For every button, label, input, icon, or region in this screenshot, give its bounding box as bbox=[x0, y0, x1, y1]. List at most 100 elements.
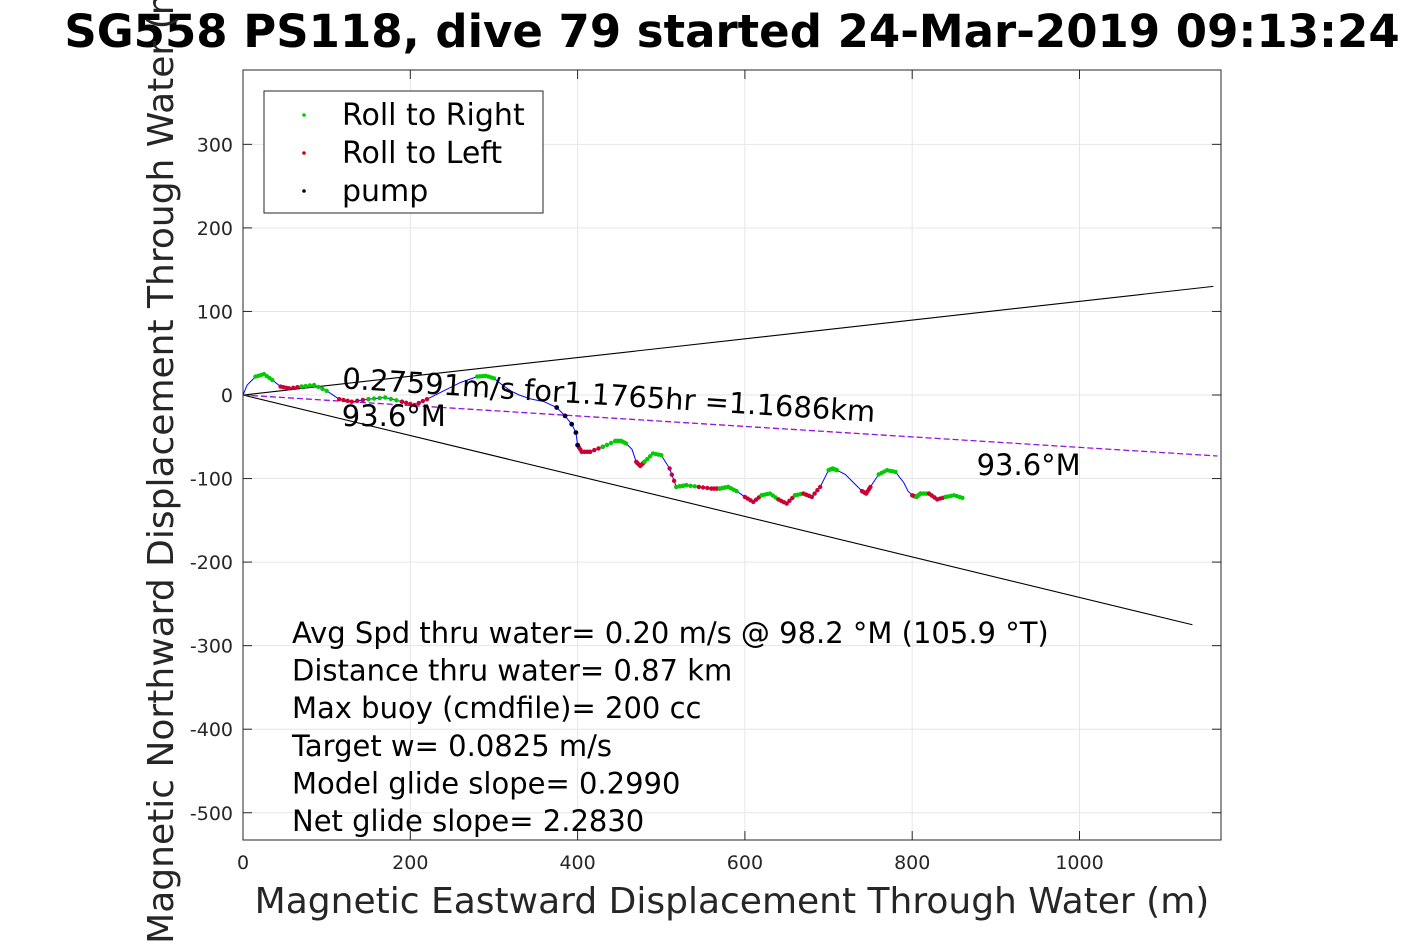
roll-right-marker bbox=[677, 484, 682, 489]
x-axis-label: Magnetic Eastward Displacement Through W… bbox=[255, 881, 1210, 922]
legend-marker-roll-right bbox=[302, 113, 306, 117]
legend-box bbox=[263, 90, 544, 214]
roll-left-marker bbox=[337, 397, 342, 402]
roll-left-marker bbox=[412, 402, 417, 408]
roll-left-marker bbox=[360, 397, 366, 403]
roll-left-marker bbox=[667, 466, 672, 471]
roll-right-marker bbox=[491, 376, 497, 381]
roll-right-marker bbox=[645, 456, 650, 462]
roll-left-marker bbox=[784, 501, 789, 506]
roll-right-marker bbox=[688, 483, 693, 488]
roll-left-marker bbox=[345, 398, 350, 403]
x-tick-label: 200 bbox=[392, 852, 428, 874]
roll-left-marker bbox=[815, 488, 820, 493]
roll-right-marker bbox=[960, 495, 965, 500]
roll-left-marker bbox=[420, 398, 425, 404]
reference-lines bbox=[242, 285, 1218, 626]
roll-left-marker bbox=[700, 485, 706, 490]
stat-line: Distance thru water= 0.87 km bbox=[292, 654, 732, 688]
stat-line: Max buoy (cmdfile)= 200 cc bbox=[292, 691, 701, 725]
roll-right-marker bbox=[600, 444, 605, 449]
legend-label-roll-left: Roll to Left bbox=[342, 136, 502, 171]
roll-right-marker bbox=[647, 454, 653, 459]
roll-right-marker bbox=[311, 382, 317, 388]
pump-marker bbox=[573, 430, 579, 435]
roll-right-marker bbox=[684, 483, 689, 488]
roll-left-marker bbox=[408, 401, 413, 407]
annotation-1: 93.6°M bbox=[342, 399, 446, 433]
x-tick-label: 1000 bbox=[1055, 852, 1103, 874]
axis-ticks: 0 200 400 600 800 10003002001000-100-200-300-… bbox=[190, 70, 1221, 874]
roll-left-marker bbox=[399, 399, 405, 404]
legend-marker-pump bbox=[302, 189, 306, 193]
roll-left-marker bbox=[291, 385, 296, 390]
pump-marker bbox=[569, 421, 575, 427]
annotation-2: 93.6°M bbox=[977, 448, 1081, 482]
glider-track bbox=[242, 371, 965, 506]
roll-left-marker bbox=[787, 498, 792, 503]
roll-right-marker bbox=[623, 441, 629, 446]
y-tick-label: 0 bbox=[221, 385, 233, 407]
legend-marker-roll-left bbox=[302, 151, 306, 155]
reference-line-heading-overlay bbox=[242, 394, 1218, 457]
roll-right-marker bbox=[608, 440, 614, 446]
roll-left-marker bbox=[295, 385, 300, 390]
roll-left-marker bbox=[592, 447, 597, 453]
roll-right-marker bbox=[303, 383, 308, 389]
roll-left-marker bbox=[818, 484, 823, 490]
roll-right-marker bbox=[834, 468, 840, 473]
roll-left-marker bbox=[696, 484, 702, 490]
plot-frame bbox=[242, 69, 1222, 841]
reference-line-lower-bound bbox=[242, 394, 1193, 626]
x-tick-label: 600 bbox=[727, 852, 763, 874]
roll-left-marker bbox=[416, 400, 421, 406]
y-tick-label: 100 bbox=[197, 301, 233, 323]
roll-left-marker bbox=[705, 485, 710, 491]
roll-left-marker bbox=[669, 472, 674, 477]
roll-right-marker bbox=[394, 398, 399, 403]
y-tick-label: -400 bbox=[190, 719, 233, 741]
roll-right-marker bbox=[604, 442, 610, 448]
roll-left-marker bbox=[349, 399, 354, 404]
pump-marker bbox=[554, 405, 560, 410]
roll-right-marker bbox=[659, 453, 664, 458]
roll-left-marker bbox=[809, 494, 814, 500]
roll-left-marker bbox=[671, 478, 677, 483]
roll-left-marker bbox=[812, 491, 817, 496]
stat-line: Avg Spd thru water= 0.20 m/s @ 98.2 °M (… bbox=[292, 616, 1049, 650]
roll-left-marker bbox=[355, 398, 360, 403]
stat-line: Target w= 0.0825 m/s bbox=[291, 729, 612, 763]
roll-right-marker bbox=[642, 459, 647, 464]
roll-right-marker bbox=[692, 484, 697, 489]
x-tick-label: 400 bbox=[559, 852, 595, 874]
x-tick-label: 0 bbox=[237, 852, 249, 874]
reference-line-upper-bound bbox=[242, 285, 1214, 396]
pump-marker bbox=[575, 442, 580, 448]
stats-block: Avg Spd thru water= 0.20 m/s @ 98.2 °M (… bbox=[291, 616, 1049, 838]
y-tick-label: 300 bbox=[197, 134, 233, 156]
y-tick-label: -300 bbox=[190, 636, 233, 658]
roll-left-marker bbox=[596, 446, 601, 451]
legend-label-pump: pump bbox=[342, 174, 428, 209]
roll-left-marker bbox=[286, 386, 292, 391]
roll-right-marker bbox=[316, 384, 321, 390]
roll-left-marker bbox=[341, 397, 346, 403]
chart-title: SG558 PS118, dive 79 started 24-Mar-2019… bbox=[64, 5, 1399, 58]
stat-line: Model glide slope= 0.2990 bbox=[292, 766, 680, 800]
roll-right-marker bbox=[383, 395, 388, 400]
roll-right-marker bbox=[270, 377, 275, 383]
roll-right-marker bbox=[674, 484, 679, 490]
roll-left-marker bbox=[403, 400, 409, 405]
roll-left-marker bbox=[868, 484, 873, 490]
roll-right-marker bbox=[734, 488, 739, 494]
roll-right-marker bbox=[893, 469, 898, 475]
roll-right-marker bbox=[299, 384, 304, 389]
roll-right-marker bbox=[371, 396, 377, 401]
roll-right-marker bbox=[324, 388, 329, 393]
y-axis-label: Magnetic Northward Displacement Through … bbox=[141, 0, 182, 944]
legend: Roll to Right Roll to Left pump bbox=[263, 90, 544, 214]
roll-right-marker bbox=[307, 383, 313, 388]
y-tick-label: 200 bbox=[197, 218, 233, 240]
roll-left-marker bbox=[424, 397, 430, 402]
